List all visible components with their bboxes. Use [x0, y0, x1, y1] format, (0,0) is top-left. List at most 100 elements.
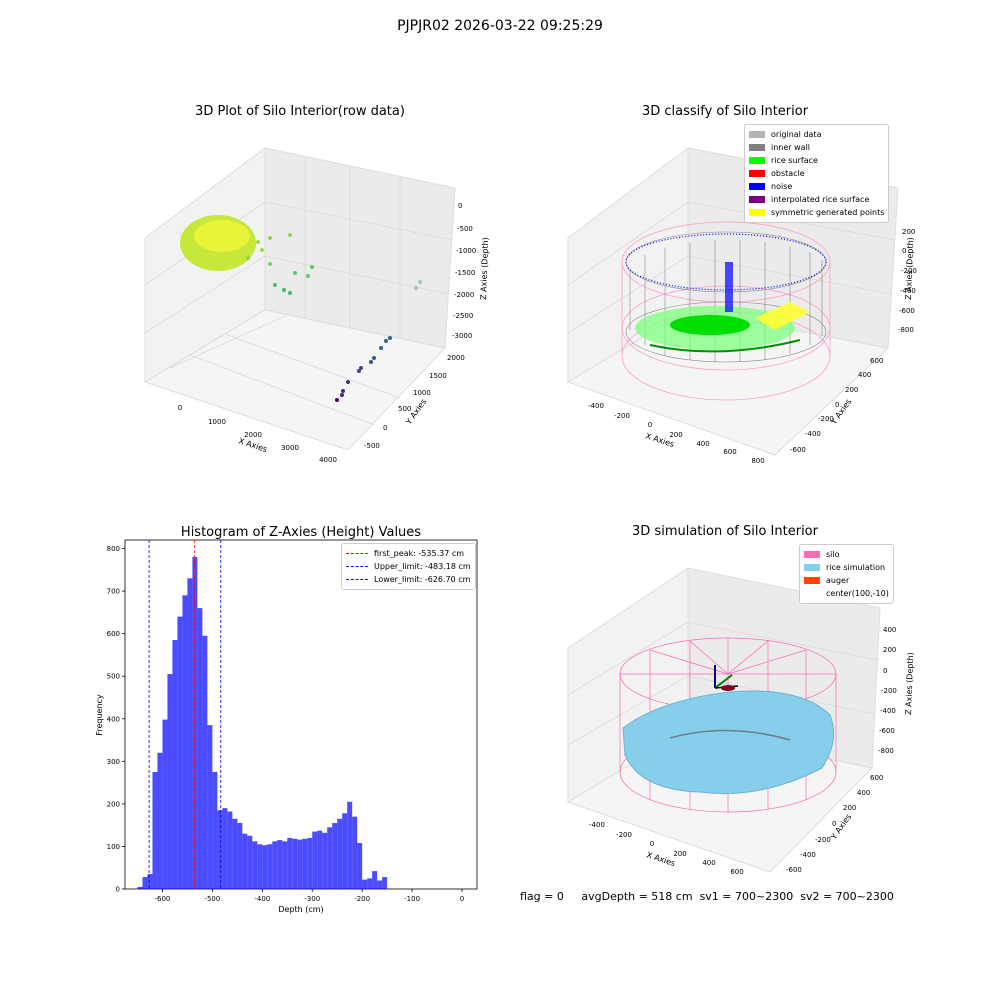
raw-ztick: -2000	[454, 291, 474, 299]
histogram-bar	[272, 841, 278, 889]
histogram-y-ticks: 0 100 200 300 400 500 600 700 800	[107, 545, 125, 894]
legend-label: first_peak: -535.37 cm	[374, 549, 465, 558]
raw-scatter-points	[246, 233, 422, 402]
simulation-auger	[721, 685, 735, 691]
histogram-bar	[202, 635, 208, 889]
classify-symmetric-points	[755, 302, 810, 330]
histogram-bar	[302, 838, 308, 889]
classify-ytick: -200	[818, 415, 834, 423]
legend-swatch	[749, 183, 765, 190]
histogram-bar	[197, 608, 203, 889]
histogram-bar	[157, 752, 163, 889]
histogram-bar	[337, 818, 343, 889]
histogram-bar	[322, 832, 328, 889]
raw-ytick: 0	[383, 424, 387, 432]
simulation-ztick: 0	[883, 667, 887, 675]
classify-xtick: -200	[614, 412, 630, 420]
histogram-bar	[297, 839, 303, 889]
simulation-ytick: 400	[857, 789, 870, 797]
histogram-bar	[172, 640, 178, 889]
legend-swatch	[804, 564, 820, 571]
histogram-y-tick-label: 400	[107, 715, 120, 723]
simulation-ytick: -600	[786, 866, 802, 874]
histogram-x-tick-label: -100	[404, 895, 420, 903]
raw-ytick: 500	[398, 405, 411, 413]
histogram-x-ticks: -600 -500 -400 -300 -200 -100 0	[155, 889, 464, 903]
raw-xtick: 0	[178, 404, 182, 412]
simulation-ytick: 600	[870, 774, 883, 782]
histogram-bar	[377, 880, 383, 889]
simulation-ytick: -200	[815, 836, 831, 844]
histogram-bar	[282, 841, 288, 889]
legend-swatch	[749, 170, 765, 177]
raw-xtick: 2000	[244, 431, 262, 439]
classify-noise-column	[725, 262, 733, 312]
classify-legend-item: inner wall	[749, 141, 884, 154]
histogram-bar	[152, 771, 158, 889]
raw-cloud-core	[194, 220, 250, 252]
histogram-bar	[362, 879, 368, 889]
histogram-y-tick-label: 300	[107, 758, 120, 766]
legend-label: inner wall	[771, 143, 811, 152]
histogram-y-tick-label: 200	[107, 800, 120, 808]
simulation-xtick: 200	[673, 850, 686, 858]
legend-swatch	[749, 157, 765, 164]
histogram-bars	[137, 557, 388, 889]
classify-zlabel: Z Axies (Depth)	[904, 237, 915, 300]
legend-swatch	[804, 551, 820, 558]
histogram-bar	[242, 833, 248, 889]
histogram-x-tick-label: 0	[460, 895, 464, 903]
simulation-ztick: 200	[883, 646, 896, 654]
legend-label: symmetric generated points	[771, 208, 885, 217]
histogram-legend-item: first_peak: -535.37 cm	[346, 547, 471, 560]
simulation-ztick: 400	[883, 626, 896, 634]
legend-swatch	[749, 209, 765, 216]
legend-label: noise	[771, 182, 793, 191]
histogram-ylabel: Frequency	[95, 694, 104, 736]
classify-ztick: -200	[901, 267, 917, 275]
classify-legend-item: rice surface	[749, 154, 884, 167]
histogram-bar	[217, 810, 223, 889]
histogram-bar	[247, 835, 253, 889]
legend-swatch	[804, 577, 820, 584]
histogram-xlabel: Depth (cm)	[278, 905, 323, 914]
histogram-y-tick-label: 600	[107, 630, 120, 638]
simulation-axis-y	[714, 674, 733, 689]
simulation-ytick: 0	[832, 820, 836, 828]
simulation-legend-item: auger	[804, 574, 889, 587]
legend-line	[346, 553, 368, 554]
legend-swatch	[804, 590, 820, 597]
simulation-panel-title: 3D simulation of Silo Interior	[632, 524, 818, 539]
raw-panel-title: 3D Plot of Silo Interior(row data)	[195, 104, 405, 119]
classify-xtick: -400	[588, 402, 604, 410]
simulation-rice-dip	[669, 729, 791, 741]
raw-ztick: -500	[457, 225, 473, 233]
histogram-y-tick-label: 800	[107, 545, 120, 553]
classify-xtick: 0	[648, 421, 652, 429]
histogram-bar	[352, 816, 358, 889]
histogram-bar	[187, 578, 193, 889]
raw-ztick: 0	[458, 202, 462, 210]
simulation-rice-surface	[622, 690, 835, 795]
histogram-y-tick-label: 500	[107, 673, 120, 681]
histogram-bar	[177, 616, 183, 889]
histogram-bar	[232, 818, 238, 889]
histogram-bar	[257, 844, 263, 889]
flag-text: flag = 0	[520, 890, 564, 903]
classify-xtick: 800	[751, 457, 764, 465]
histogram-bar	[237, 823, 243, 889]
histogram-bar	[347, 801, 353, 889]
raw-ztick: -2500	[453, 312, 473, 320]
simulation-legend: silo rice simulation auger center(100,-1…	[799, 544, 894, 604]
simulation-ztick: -200	[881, 687, 897, 695]
classify-ztick: 0	[902, 247, 906, 255]
simulation-xlabel: X Axies	[645, 850, 676, 868]
raw-ztick: -1500	[455, 269, 475, 277]
legend-label: original data	[771, 130, 822, 139]
histogram-legend: first_peak: -535.37 cm Upper_limit: -483…	[341, 543, 476, 590]
simulation-xtick: 400	[702, 859, 715, 867]
histogram-x-tick-label: -600	[155, 895, 171, 903]
raw-ztick: -1000	[456, 247, 476, 255]
histogram-y-tick-label: 700	[107, 588, 120, 596]
raw-ytick: 2000	[447, 354, 465, 362]
